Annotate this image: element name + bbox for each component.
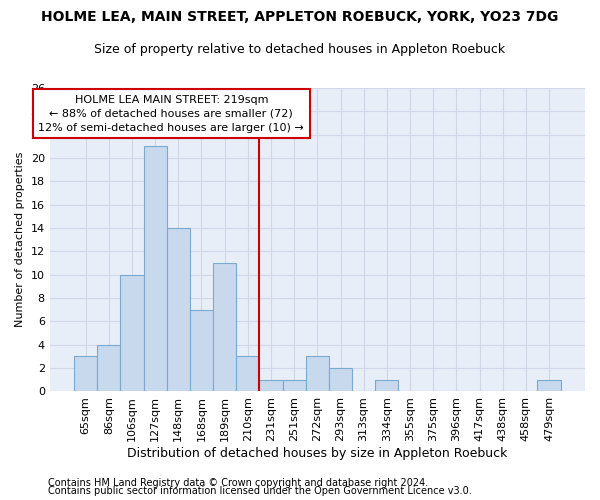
X-axis label: Distribution of detached houses by size in Appleton Roebuck: Distribution of detached houses by size … — [127, 447, 508, 460]
Bar — [97, 345, 121, 392]
Bar — [121, 274, 143, 392]
Text: HOLME LEA, MAIN STREET, APPLETON ROEBUCK, YORK, YO23 7DG: HOLME LEA, MAIN STREET, APPLETON ROEBUCK… — [41, 10, 559, 24]
Text: Size of property relative to detached houses in Appleton Roebuck: Size of property relative to detached ho… — [94, 42, 506, 56]
Bar — [306, 356, 329, 392]
Bar — [283, 380, 306, 392]
Bar — [213, 263, 236, 392]
Bar — [236, 356, 259, 392]
Text: Contains HM Land Registry data © Crown copyright and database right 2024.: Contains HM Land Registry data © Crown c… — [48, 478, 428, 488]
Text: HOLME LEA MAIN STREET: 219sqm
← 88% of detached houses are smaller (72)
12% of s: HOLME LEA MAIN STREET: 219sqm ← 88% of d… — [38, 94, 304, 132]
Bar — [329, 368, 352, 392]
Bar — [375, 380, 398, 392]
Text: Contains public sector information licensed under the Open Government Licence v3: Contains public sector information licen… — [48, 486, 472, 496]
Bar — [143, 146, 167, 392]
Bar — [167, 228, 190, 392]
Bar — [259, 380, 283, 392]
Bar — [74, 356, 97, 392]
Bar — [190, 310, 213, 392]
Bar — [538, 380, 560, 392]
Y-axis label: Number of detached properties: Number of detached properties — [15, 152, 25, 328]
